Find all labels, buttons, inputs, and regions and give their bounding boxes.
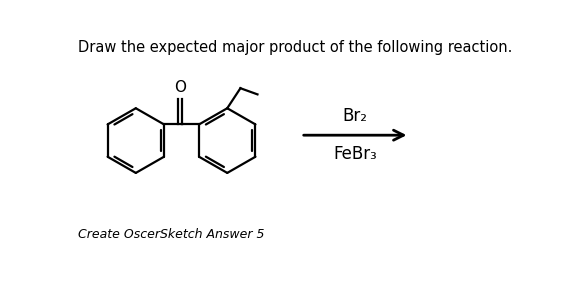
Text: Draw the expected major product of the following reaction.: Draw the expected major product of the f… — [79, 41, 513, 55]
Text: Br₂: Br₂ — [343, 107, 368, 125]
Text: O: O — [174, 80, 186, 95]
Text: FeBr₃: FeBr₃ — [334, 145, 377, 163]
Text: Create OscerSketch Answer 5: Create OscerSketch Answer 5 — [79, 228, 265, 241]
